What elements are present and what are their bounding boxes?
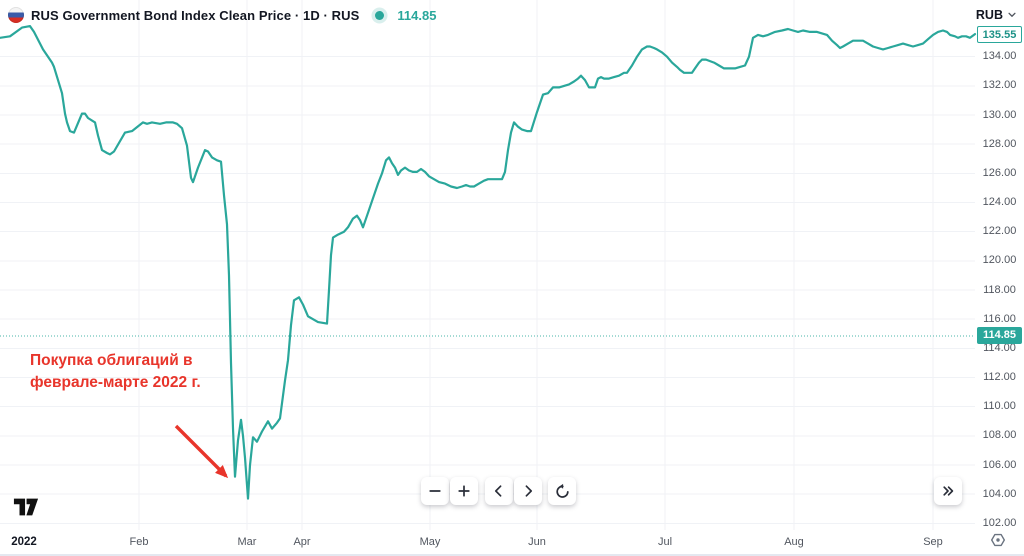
- price-tick: 128.00: [982, 137, 1017, 150]
- price-tick: 106.00: [982, 458, 1017, 471]
- currency-selector[interactable]: RUB: [976, 8, 1017, 22]
- chevron-right-icon: [525, 485, 533, 497]
- price-tick: 122.00: [982, 225, 1017, 238]
- time-tick: May: [419, 536, 441, 548]
- price-tick: 116.00: [983, 312, 1016, 325]
- annotation-note[interactable]: Покупка облигаций в феврале-марте 2022 г…: [30, 350, 201, 394]
- gear-icon: [991, 533, 1006, 547]
- chevron-down-icon: [1008, 12, 1016, 17]
- price-tick: 114.00: [983, 341, 1016, 354]
- price-tick: 126.00: [982, 166, 1017, 179]
- zoom-in-button[interactable]: [450, 477, 478, 505]
- currency-label: RUB: [975, 8, 1003, 22]
- price-tick: 118.00: [983, 283, 1016, 296]
- scroll-to-latest-button[interactable]: [934, 477, 962, 505]
- price-tick: 124.00: [982, 196, 1017, 209]
- scroll-right-button[interactable]: [514, 477, 542, 505]
- price-scale-settings-button[interactable]: [989, 531, 1007, 554]
- price-tick: 130.00: [982, 108, 1017, 121]
- annotation-line1: Покупка облигаций в: [30, 352, 193, 369]
- time-tick: Apr: [293, 536, 311, 548]
- annotation-line2: феврале-марте 2022 г.: [30, 374, 201, 391]
- reset-icon: [555, 483, 569, 498]
- series-line: [0, 25, 977, 500]
- last-price-badge: 135.55: [977, 25, 1022, 43]
- chart-legend: RUS Government Bond Index Clean Price · …: [8, 7, 436, 23]
- chevron-left-icon: [494, 485, 502, 497]
- russia-flag-icon: [8, 7, 24, 23]
- price-axis[interactable]: 134.00 132.00 130.00 128.00 126.00 124.00 122.…: [975, 0, 1024, 530]
- time-axis[interactable]: 2022 Feb Mar Apr May Jun Jul Aug Sep: [0, 528, 975, 554]
- zoom-out-button[interactable]: [421, 477, 449, 505]
- market-status-dot-icon: [375, 10, 385, 20]
- time-tick: 2022: [11, 536, 37, 548]
- time-tick: Sep: [923, 536, 943, 548]
- price-tick: 120.00: [982, 254, 1017, 267]
- time-tick: Jun: [528, 536, 546, 548]
- price-line-badge: 114.85: [977, 327, 1022, 345]
- price-tick: 108.00: [982, 429, 1017, 442]
- legend-last-value: 114.85: [397, 7, 437, 23]
- reset-chart-button[interactable]: [548, 477, 576, 505]
- time-tick: Aug: [784, 536, 804, 548]
- price-tick: 104.00: [982, 487, 1017, 500]
- tradingview-logo[interactable]: [13, 497, 39, 522]
- price-tick: 132.00: [982, 79, 1017, 92]
- price-tick: 102.00: [982, 516, 1017, 529]
- price-tick: 110.00: [983, 400, 1016, 413]
- scroll-left-button[interactable]: [485, 477, 513, 505]
- price-tick: 112.00: [983, 371, 1016, 384]
- time-tick: Feb: [129, 536, 149, 548]
- plus-icon: [458, 485, 470, 497]
- symbol-title[interactable]: RUS Government Bond Index Clean Price · …: [31, 7, 360, 23]
- time-tick: Jul: [657, 536, 673, 548]
- price-tick: 134.00: [982, 50, 1017, 63]
- double-chevron-right-icon: [943, 486, 954, 496]
- minus-icon: [429, 490, 441, 492]
- time-tick: Mar: [237, 536, 257, 548]
- annotation-arrow: [174, 424, 229, 479]
